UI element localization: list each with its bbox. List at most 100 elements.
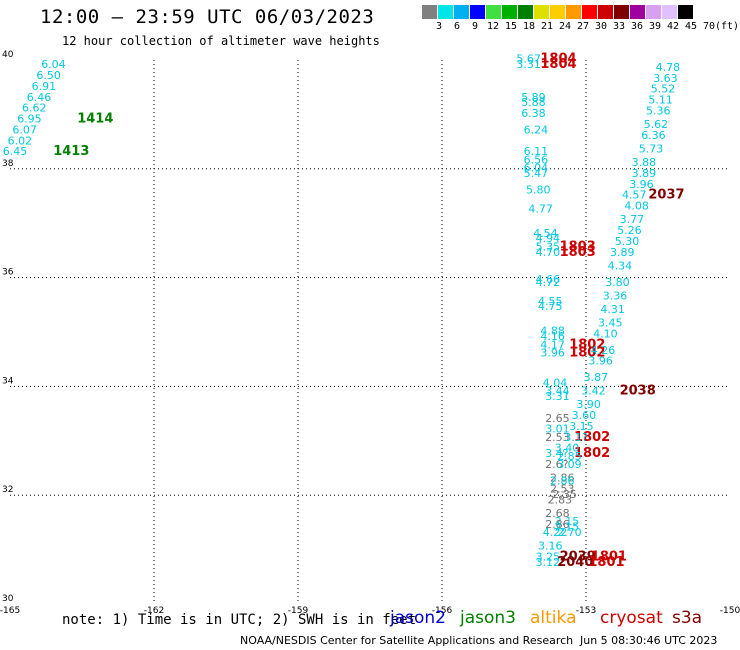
wave-height-value: 6.04 xyxy=(524,162,549,175)
wave-height-value: 3.89 xyxy=(632,167,657,180)
wave-height-value: 2.86 xyxy=(550,472,575,485)
wave-height-value: 3.63 xyxy=(653,72,678,85)
wave-height-value: 4.78 xyxy=(656,61,681,74)
credit: NOAA/NESDIS Center for Satellite Applica… xyxy=(240,634,574,647)
page-subtitle: 12 hour collection of altimeter wave hei… xyxy=(62,34,380,48)
colorbar-label: 36 xyxy=(630,21,644,32)
wave-height-value: 3.36 xyxy=(603,289,628,302)
pass-time-label: 1802 xyxy=(574,446,610,461)
wave-height-value: 4.70 xyxy=(536,246,561,259)
wave-height-value: 6.45 xyxy=(3,145,28,158)
wave-height-value: 6.95 xyxy=(17,113,42,126)
wave-height-value: 4.16 xyxy=(540,330,565,343)
colorbar-swatch xyxy=(598,5,614,19)
wave-height-value: 4.57 xyxy=(622,189,647,202)
wave-height-value: 4.55 xyxy=(538,295,563,308)
wave-height-value: 3.40 xyxy=(555,442,580,455)
colorbar-swatch xyxy=(550,5,566,19)
wave-height-value: 3.31 xyxy=(516,58,541,71)
wave-height-value: 2.53 xyxy=(545,431,570,444)
pass-time-label: 1803 xyxy=(560,245,596,260)
wave-height-value: 3.44 xyxy=(545,385,570,398)
lon-tick-label: -153 xyxy=(576,606,596,616)
wave-height-value: 3.96 xyxy=(629,178,654,191)
lon-tick-label: -156 xyxy=(432,606,453,616)
wave-height-value: 4.31 xyxy=(600,303,625,316)
wave-height-value: 6.56 xyxy=(524,153,549,166)
colorbar-swatch xyxy=(438,5,454,19)
wave-height-value: 3.89 xyxy=(610,246,635,259)
colorbar-label: 12 xyxy=(486,21,500,32)
wave-height-value: 4.04 xyxy=(543,376,568,389)
wave-height-value: 2.65 xyxy=(545,412,570,425)
colorbar-label: 3 xyxy=(435,21,443,32)
colorbar-label: 42 xyxy=(666,21,680,32)
wave-height-value: 2.15 xyxy=(555,521,580,534)
lat-tick-label: 34 xyxy=(2,376,14,386)
colorbar-swatch xyxy=(518,5,534,19)
colorbar-label: (ft) xyxy=(714,21,740,32)
colorbar-label: 39 xyxy=(648,21,662,32)
wave-height-value: 6.62 xyxy=(22,102,47,115)
wave-height-value: 2.68 xyxy=(545,507,570,520)
lat-tick-label: 36 xyxy=(2,268,14,278)
wave-height-value: 4.08 xyxy=(624,200,649,213)
colorbar-swatch xyxy=(614,5,630,19)
wave-height-value: 6.07 xyxy=(12,123,37,136)
wave-height-value: 5.52 xyxy=(651,83,676,96)
wave-height-value: 6.36 xyxy=(641,129,666,142)
wave-height-value: 2.86 xyxy=(550,474,575,487)
wave-height-value: 5.11 xyxy=(648,94,673,107)
pass-time-label: 1802 xyxy=(569,337,605,352)
wave-height-value: 3.12 xyxy=(536,556,561,569)
wave-height-value: 6.11 xyxy=(524,145,549,158)
wave-height-value: 5.67 xyxy=(516,53,541,66)
colorbar-label: 27 xyxy=(576,21,590,32)
legend-item-jason2: jason2 xyxy=(390,608,446,628)
wave-height-value: 4.26 xyxy=(591,344,616,357)
pass-time-label: 2038 xyxy=(620,384,656,399)
wave-height-value: 5.30 xyxy=(615,235,640,248)
wave-height-value: 5.73 xyxy=(639,142,664,155)
wave-height-value: 3.16 xyxy=(538,540,563,553)
wave-height-value: 3.88 xyxy=(632,156,657,169)
pass-time-label: 2039 xyxy=(560,549,596,564)
colorbar-label: 24 xyxy=(558,21,572,32)
colorbar-swatch xyxy=(502,5,518,19)
wave-height-value: 2.15 xyxy=(555,515,580,528)
colorbar-swatch xyxy=(534,5,550,19)
colorbar-swatch xyxy=(646,5,662,19)
wave-height-value: 6.24 xyxy=(524,123,549,136)
pass-time-label: 2040 xyxy=(557,555,593,570)
colorbar-swatch xyxy=(662,5,678,19)
wave-height-value: 5.47 xyxy=(524,167,549,180)
pass-time-label: 1803 xyxy=(560,239,596,254)
wave-height-value: 2.85 xyxy=(557,450,582,463)
wave-height-value: 4.34 xyxy=(608,259,633,272)
colorbar-label: 18 xyxy=(522,21,536,32)
wave-height-value: 4.77 xyxy=(528,202,553,215)
lat-tick-label: 30 xyxy=(2,594,14,604)
wave-height-value: 2.86 xyxy=(545,518,570,531)
pass-time-label: 1802 xyxy=(574,430,610,445)
wave-height-value: 6.46 xyxy=(27,91,52,104)
colorbar-label: 6 xyxy=(453,21,461,32)
pass-time-label: 1804 xyxy=(540,57,576,72)
wave-height-value: 3.1? xyxy=(564,431,587,444)
wave-height-value: 3.4? xyxy=(545,447,568,460)
wave-height-value: 3.31 xyxy=(545,390,570,403)
wave-height-value: 2.6? xyxy=(545,458,568,471)
wave-height-value: 3.96 xyxy=(588,355,613,368)
colorbar-label: 45 xyxy=(684,21,698,32)
wave-height-value: 4.66 xyxy=(536,273,561,286)
wave-height-value: 4.17 xyxy=(540,338,565,351)
lon-tick-label: -150 xyxy=(720,606,740,616)
colorbar-swatch xyxy=(486,5,502,19)
legend-item-s3a: s3a xyxy=(672,608,703,628)
wave-height-colorbar xyxy=(422,5,694,19)
wave-height-value: 5.62 xyxy=(644,118,669,131)
wave-height-value: 3.90 xyxy=(576,398,601,411)
colorbar-swatch xyxy=(470,5,486,19)
colorbar-swatch xyxy=(678,5,694,19)
